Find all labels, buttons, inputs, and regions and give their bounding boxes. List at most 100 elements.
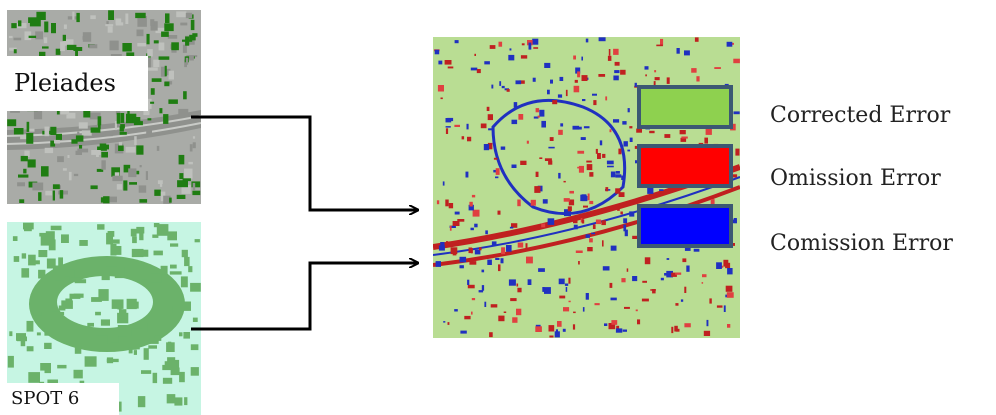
error-pixel bbox=[506, 245, 512, 252]
error-pixel bbox=[472, 209, 480, 217]
vegetation-patch bbox=[152, 234, 159, 238]
vegetation-patch bbox=[139, 199, 148, 203]
vegetation-patch bbox=[100, 197, 104, 203]
error-pixel bbox=[705, 127, 712, 135]
error-pixel bbox=[495, 176, 499, 179]
error-pixel bbox=[577, 150, 585, 154]
error-pixel bbox=[459, 256, 467, 263]
vegetation-patch bbox=[81, 130, 92, 136]
vegetation-patch bbox=[115, 18, 122, 24]
vegetation-patch bbox=[109, 196, 117, 203]
error-pixel bbox=[468, 247, 473, 254]
error-pixel bbox=[564, 209, 571, 217]
error-pixel bbox=[567, 206, 572, 212]
error-pixel bbox=[565, 287, 568, 292]
vegetation-patch bbox=[90, 127, 101, 133]
error-pixel bbox=[587, 247, 593, 252]
error-pixel bbox=[487, 114, 493, 121]
error-pixel bbox=[489, 332, 493, 338]
vegetation-patch bbox=[190, 19, 195, 31]
ring-center bbox=[57, 276, 153, 328]
error-pixel bbox=[526, 140, 529, 144]
error-pixel bbox=[723, 259, 729, 267]
error-pixel bbox=[602, 240, 604, 247]
error-pixel bbox=[495, 168, 500, 175]
vegetation-patch bbox=[158, 42, 165, 51]
error-pixel bbox=[483, 144, 490, 151]
error-pixel bbox=[586, 164, 593, 171]
corrected-error-label: Corrected Error bbox=[770, 103, 951, 128]
error-pixel bbox=[487, 259, 492, 265]
vegetation-patch bbox=[126, 113, 137, 124]
vegetation-patch bbox=[174, 397, 183, 406]
vegetation-patch bbox=[127, 107, 130, 118]
vegetation-patch bbox=[147, 322, 159, 333]
error-pixel bbox=[583, 205, 588, 208]
error-pixel bbox=[592, 224, 596, 229]
error-pixel bbox=[568, 300, 571, 303]
vegetation-patch bbox=[44, 126, 50, 137]
error-pixel bbox=[609, 282, 613, 288]
error-pixel bbox=[535, 171, 539, 177]
vegetation-patch bbox=[164, 23, 174, 32]
vegetation-patch bbox=[36, 11, 46, 20]
error-pixel bbox=[447, 66, 454, 69]
error-pixel bbox=[562, 328, 566, 332]
vegetation-patch bbox=[188, 161, 193, 165]
error-pixel bbox=[513, 102, 518, 108]
error-pixel bbox=[616, 325, 620, 330]
vegetation-patch bbox=[62, 168, 67, 171]
error-pixel bbox=[548, 325, 555, 332]
vegetation-patch bbox=[166, 394, 176, 404]
vegetation-patch bbox=[24, 150, 30, 157]
vegetation-patch bbox=[89, 44, 98, 49]
error-pixel bbox=[731, 174, 738, 178]
error-pixel bbox=[671, 272, 677, 277]
error-pixel bbox=[532, 38, 539, 45]
vegetation-patch bbox=[9, 331, 13, 337]
vegetation-patch bbox=[180, 276, 188, 288]
vegetation-patch bbox=[162, 305, 173, 314]
error-pixel bbox=[538, 268, 545, 272]
vegetation-patch bbox=[118, 401, 122, 412]
error-pixel bbox=[454, 40, 459, 44]
error-pixel bbox=[469, 201, 473, 207]
vegetation-patch bbox=[184, 256, 190, 267]
error-pixel bbox=[613, 75, 619, 81]
error-pixel bbox=[621, 278, 626, 283]
vegetation-patch bbox=[28, 35, 37, 38]
error-pixel bbox=[653, 81, 656, 87]
vegetation-patch bbox=[169, 197, 172, 203]
vegetation-patch bbox=[81, 337, 91, 344]
spot6-arrow bbox=[191, 263, 418, 331]
error-pixel bbox=[479, 247, 482, 251]
error-pixel bbox=[580, 218, 583, 223]
error-pixel bbox=[614, 70, 620, 74]
error-pixel bbox=[447, 322, 450, 325]
vegetation-patch bbox=[171, 42, 179, 51]
error-pixel bbox=[598, 74, 606, 77]
error-pixel bbox=[581, 219, 585, 224]
vegetation-patch bbox=[154, 189, 161, 196]
error-pixel bbox=[574, 79, 578, 83]
vegetation-patch bbox=[165, 13, 170, 23]
vegetation-patch bbox=[96, 168, 104, 172]
vegetation-patch bbox=[153, 59, 160, 68]
error-pixel bbox=[623, 141, 628, 147]
vegetation-patch bbox=[183, 91, 187, 100]
vegetation-patch bbox=[44, 363, 51, 374]
vegetation-patch bbox=[16, 23, 27, 29]
vegetation-patch bbox=[7, 119, 17, 127]
error-pixel bbox=[618, 192, 625, 197]
error-pixel bbox=[467, 284, 475, 289]
vegetation-patch bbox=[38, 192, 42, 201]
vegetation-patch bbox=[91, 150, 101, 155]
error-pixel bbox=[632, 235, 637, 239]
vegetation-patch bbox=[178, 154, 185, 165]
error-pixel bbox=[644, 257, 651, 265]
error-pixel bbox=[544, 287, 551, 294]
error-pixel bbox=[627, 149, 631, 152]
error-pixel bbox=[532, 77, 536, 82]
error-pixel bbox=[701, 282, 704, 284]
